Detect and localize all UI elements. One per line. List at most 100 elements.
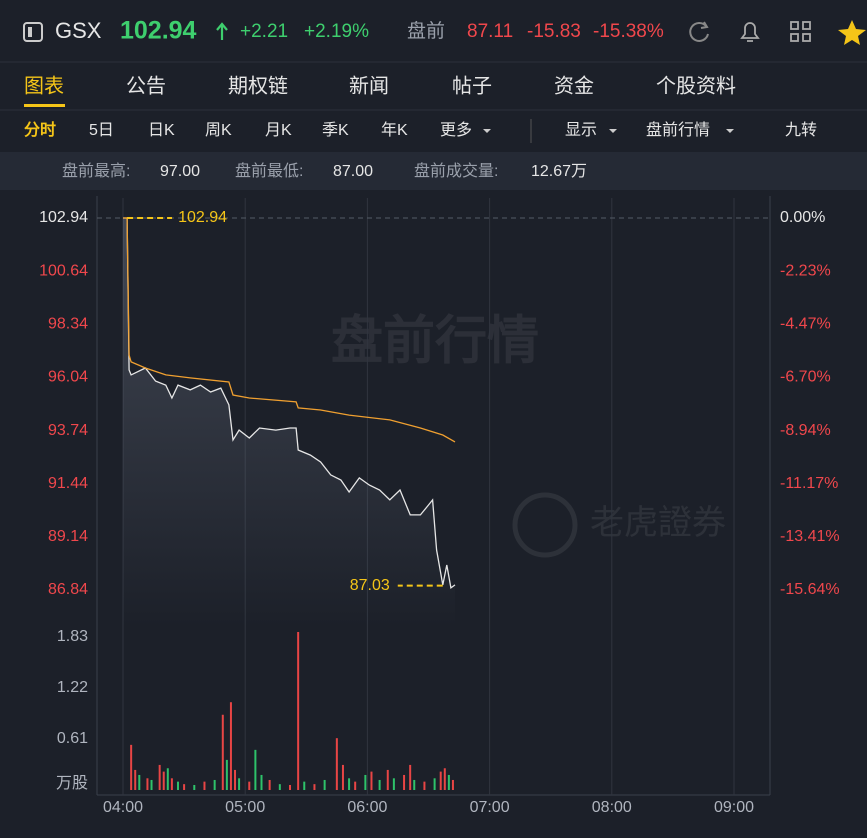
- volume-bar: [221, 714, 224, 790]
- tab[interactable]: 帖子: [452, 74, 492, 97]
- volume-bar: [268, 779, 271, 790]
- volume-bar: [162, 771, 165, 790]
- dropdown-caret: [726, 129, 734, 133]
- plot: 04:00 05:00 06:00 07:00 08:00 09:00 102.94 100.…: [39, 198, 840, 816]
- tab-underline: [24, 104, 65, 107]
- price: 102.94: [120, 17, 197, 45]
- volume-bar: [254, 749, 257, 790]
- period[interactable]: 更多: [440, 121, 472, 139]
- series-line: [123, 217, 456, 590]
- bell-icon[interactable]: [740, 22, 760, 42]
- y2-tick-label: -2.23%: [780, 262, 831, 279]
- period[interactable]: 5日: [89, 122, 114, 139]
- y2-tick-label: -4.47%: [780, 316, 831, 333]
- premarket-label: 盘前: [407, 20, 445, 42]
- stat-value: 97.00: [160, 163, 200, 180]
- tabs: 图表 公告 期权链 新闻 帖子 资金 个股资料: [24, 74, 736, 107]
- volume-bar: [278, 784, 281, 790]
- premarket-change: -15.83: [527, 21, 581, 42]
- period[interactable]: 月K: [265, 122, 292, 139]
- volume-bar: [403, 774, 406, 790]
- volume-bar: [134, 769, 137, 790]
- volume-bar: [443, 768, 446, 790]
- volume-bar: [248, 781, 251, 790]
- x-tick-label: 05:00: [225, 799, 265, 816]
- period[interactable]: 季K: [322, 121, 349, 139]
- y2-tick-label: -8.94%: [780, 422, 831, 439]
- volume-bar: [170, 778, 173, 790]
- grid-icon[interactable]: [790, 21, 811, 42]
- series-line: [123, 217, 456, 443]
- volume-bar: [423, 781, 426, 790]
- x-tick-label: 04:00: [103, 799, 143, 816]
- volume-bar: [238, 778, 241, 790]
- dropdown-caret: [483, 129, 491, 133]
- volume-bar: [386, 769, 389, 790]
- change-pct: +2.19%: [304, 21, 369, 42]
- volume-bar: [413, 779, 416, 790]
- y2-tick-label: -6.70%: [780, 369, 831, 386]
- volume-bar: [433, 778, 436, 790]
- volume-bar: [203, 781, 206, 790]
- volume-bar: [158, 764, 161, 790]
- volume-bar: [229, 702, 232, 790]
- y-axis-label: 万股: [56, 774, 88, 792]
- menu-icon[interactable]: [23, 22, 43, 42]
- annotation-label: 102.94: [178, 209, 227, 226]
- y-tick-label: 1.22: [57, 679, 88, 696]
- toolbar-item[interactable]: 九转: [785, 121, 817, 139]
- dropdown-caret: [609, 129, 617, 133]
- y-tick-label: 100.64: [39, 262, 88, 279]
- y-tick-label: 96.04: [48, 369, 88, 386]
- favorite-star[interactable]: [838, 20, 866, 45]
- volume-bar: [146, 778, 149, 790]
- volume-bar: [213, 779, 216, 790]
- volume-bar: [392, 778, 395, 790]
- volume-bar: [176, 781, 179, 790]
- annotation-label: 87.03: [350, 577, 390, 594]
- volume-bar: [150, 779, 153, 790]
- volume-bar: [303, 781, 306, 790]
- y-tick-label: 102.94: [39, 209, 88, 226]
- y-tick-label: 89.14: [48, 528, 88, 545]
- toolbar-item[interactable]: 显示: [565, 122, 597, 139]
- tab[interactable]: 个股资料: [656, 74, 736, 97]
- volume-bar: [225, 759, 228, 790]
- period[interactable]: 日K: [148, 122, 175, 139]
- volume-bar: [451, 779, 454, 790]
- tab[interactable]: 资金: [554, 74, 594, 97]
- volume-bar: [260, 774, 263, 790]
- period[interactable]: 周K: [205, 122, 232, 139]
- premarket-change-pct: -15.38%: [593, 21, 664, 42]
- toolbar-item[interactable]: 盘前行情: [646, 120, 710, 139]
- volume-bar: [348, 778, 351, 790]
- change: +2.21: [240, 21, 288, 42]
- volume-bar: [354, 781, 357, 790]
- x-tick-label: 08:00: [592, 799, 632, 816]
- refresh-icon[interactable]: [689, 21, 709, 42]
- y-tick-label: 1.83: [57, 628, 88, 645]
- volume-bar: [234, 769, 237, 790]
- y2-tick-label: -11.17%: [780, 475, 838, 492]
- volume-bar: [297, 631, 300, 790]
- period[interactable]: 分时: [24, 121, 56, 139]
- y2-tick-label: -13.41%: [780, 528, 840, 545]
- period[interactable]: 年K: [381, 121, 408, 139]
- x-tick-label: 07:00: [470, 799, 510, 816]
- y-tick-label: 86.84: [48, 581, 88, 598]
- stats-bar: [0, 152, 867, 190]
- volume-bar: [447, 774, 450, 790]
- tab[interactable]: 图表: [24, 74, 64, 97]
- volume-bar: [193, 784, 196, 790]
- tab[interactable]: 新闻: [349, 74, 389, 97]
- y-tick-label: 93.74: [48, 422, 88, 439]
- volume-bar: [409, 764, 412, 790]
- watermark: 盘前行情: [331, 313, 539, 371]
- tab[interactable]: 期权链: [228, 74, 288, 97]
- x-tick-label: 06:00: [347, 799, 387, 816]
- tab[interactable]: 公告: [126, 74, 166, 97]
- volume-bar: [364, 774, 367, 790]
- premarket-price: 87.11: [467, 21, 513, 42]
- stat-label: 盘前最高:: [62, 161, 130, 180]
